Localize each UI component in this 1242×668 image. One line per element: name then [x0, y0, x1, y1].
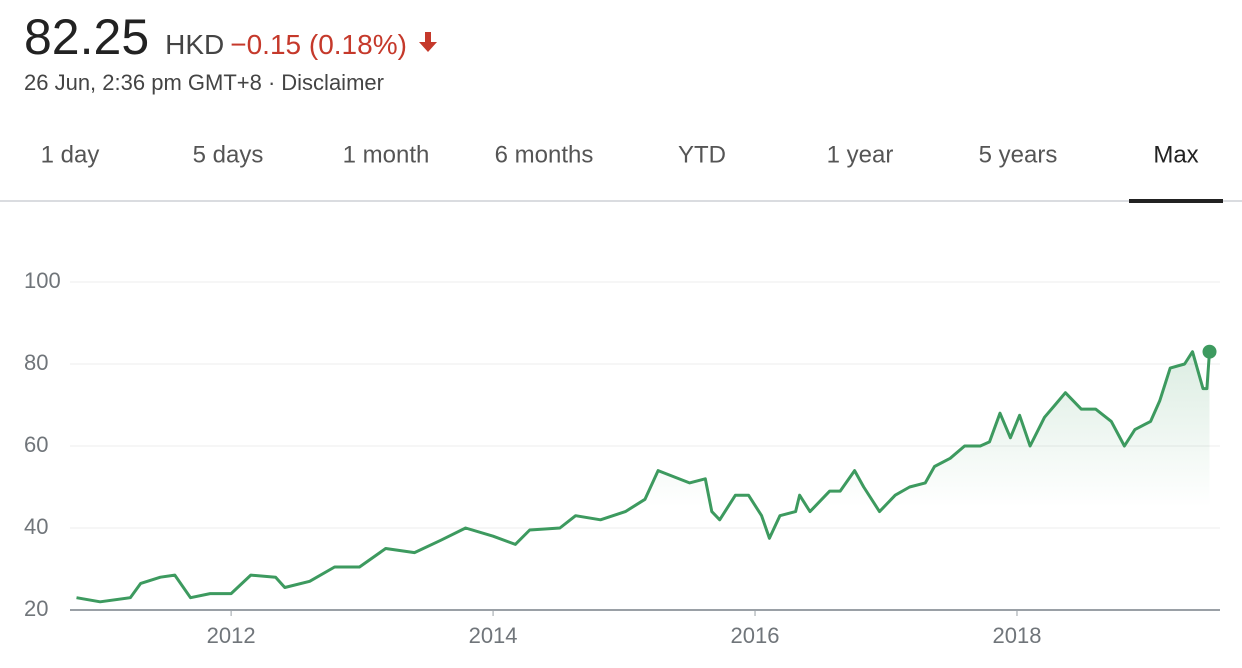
y-tick-label: 60	[24, 432, 48, 457]
x-tick-label: 2014	[469, 623, 518, 648]
x-tick-label: 2018	[993, 623, 1042, 648]
tab[interactable]: 1 month	[343, 141, 430, 168]
tab[interactable]: 1 year	[827, 141, 894, 168]
timestamp-row: 26 Jun, 2:36 pm GMT+8 · Disclaimer	[24, 70, 441, 96]
price-row: 82.25 HKD −0.15 (0.18%)	[24, 8, 441, 66]
y-tick-label: 20	[24, 596, 48, 621]
price-change: −0.15 (0.18%)	[230, 29, 407, 60]
tab[interactable]: 1 day	[41, 141, 100, 168]
tab[interactable]: 5 days	[193, 141, 264, 168]
tab[interactable]: 5 years	[979, 141, 1058, 168]
disclaimer-link[interactable]: Disclaimer	[281, 70, 384, 95]
last-point	[1202, 344, 1217, 359]
timestamp: 26 Jun, 2:36 pm GMT+8 ·	[24, 70, 276, 95]
quote-header: 82.25 HKD −0.15 (0.18%) 26 Jun, 2:36 pm …	[24, 8, 441, 96]
price: 82.25	[24, 9, 150, 65]
y-tick-label: 80	[24, 350, 48, 375]
x-tick-label: 2016	[731, 623, 780, 648]
y-tick-label: 100	[24, 268, 61, 293]
tab[interactable]: 6 months	[495, 141, 594, 168]
currency: HKD	[165, 29, 225, 60]
y-tick-label: 40	[24, 514, 48, 539]
tab[interactable]: Max	[1153, 141, 1198, 168]
area	[76, 351, 1210, 610]
x-tick-label: 2012	[207, 623, 256, 648]
tab[interactable]: YTD	[678, 141, 726, 168]
price-line	[76, 350, 1211, 604]
tab-underline	[1129, 199, 1223, 203]
down-arrow	[418, 32, 437, 52]
